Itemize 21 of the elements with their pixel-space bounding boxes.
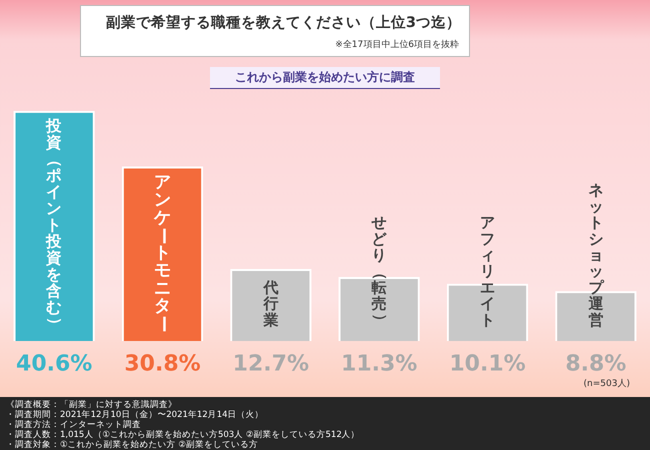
x-tick-label: せどり（転売） [370,214,390,328]
data-label: 8.8% [565,352,626,377]
category-label: ネットショップ運営 [588,181,604,329]
text: ・調査人数：1,015人（①これから副業を始めたい方503人 ②副業をしている方512人） [6,430,361,440]
text: 《調査概要：「副業」に対する意識調査》 [6,400,178,410]
text: ・調査期間：2021年12月10日（金）〜2021年12月14日（火） [6,410,265,420]
data-label: 12.7% [232,352,309,377]
data-label: 10.1% [449,352,526,377]
data-label: 30.8% [124,352,201,377]
x-tick-label: 代行業 [262,278,278,329]
text: ・調査対象：①これから副業を始めたい方 ②副業をしている方 [6,440,259,450]
category-label: 投資（ポイント投資を含む） [46,116,66,333]
text: ・調査方法：インターネット調査 [6,420,142,430]
chart-title: 副業で希望する職種を教えてください（上位3つ迄） [104,14,461,32]
data-label: 11.3% [341,352,418,377]
chart-subtitle: ※全17項目中上位6項目を抜粋 [335,38,459,51]
category-label: アンケートモニター [154,172,174,333]
text: これから副業を始めたい方に調査 [210,67,440,89]
text: (n=503人) [584,378,630,390]
data-label: 40.6% [16,352,92,377]
x-tick-label: アフィリエイト [480,214,495,329]
